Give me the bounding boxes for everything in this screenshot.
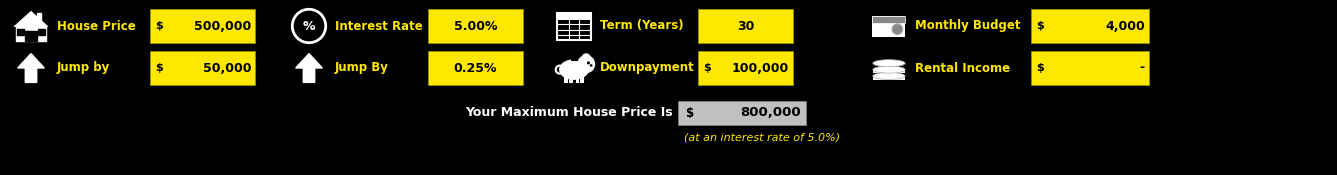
- Text: %: %: [302, 20, 316, 33]
- Text: House Price: House Price: [57, 19, 136, 33]
- Polygon shape: [17, 54, 44, 82]
- Bar: [678, 101, 806, 125]
- Text: $: $: [1036, 63, 1044, 73]
- Ellipse shape: [560, 60, 588, 79]
- Bar: [872, 16, 905, 37]
- Bar: [428, 9, 523, 43]
- Ellipse shape: [873, 72, 905, 79]
- Circle shape: [892, 24, 902, 34]
- Bar: [698, 51, 793, 85]
- Text: Jump by: Jump by: [57, 61, 110, 75]
- Text: 50,000: 50,000: [202, 61, 251, 75]
- Text: Your Maximum House Price Is: Your Maximum House Price Is: [465, 107, 673, 120]
- Bar: [16, 26, 47, 41]
- Text: $: $: [685, 107, 693, 120]
- Text: -: -: [1140, 61, 1144, 75]
- Bar: [698, 9, 793, 43]
- Bar: [564, 77, 568, 83]
- Bar: [25, 31, 36, 41]
- Bar: [575, 77, 579, 83]
- Bar: [872, 16, 905, 23]
- Polygon shape: [13, 11, 48, 27]
- Text: 800,000: 800,000: [741, 107, 801, 120]
- Ellipse shape: [873, 66, 905, 73]
- Ellipse shape: [590, 64, 594, 67]
- Bar: [1031, 9, 1148, 43]
- Text: 0.25%: 0.25%: [453, 61, 497, 75]
- Text: 30: 30: [737, 19, 754, 33]
- Bar: [150, 9, 255, 43]
- Bar: [571, 59, 578, 61]
- Bar: [558, 13, 591, 40]
- Bar: [1031, 51, 1148, 85]
- Text: 100,000: 100,000: [731, 61, 789, 75]
- Text: Jump By: Jump By: [336, 61, 389, 75]
- Text: $: $: [155, 21, 163, 31]
- Text: 500,000: 500,000: [194, 19, 251, 33]
- Text: Downpayment: Downpayment: [600, 61, 695, 75]
- Text: $: $: [155, 63, 163, 73]
- Text: $: $: [703, 63, 711, 73]
- Text: Interest Rate: Interest Rate: [336, 19, 422, 33]
- Text: 4,000: 4,000: [1106, 19, 1144, 33]
- Circle shape: [583, 54, 590, 62]
- Bar: [37, 29, 44, 35]
- Circle shape: [578, 56, 595, 72]
- Bar: [36, 13, 41, 21]
- Circle shape: [587, 61, 590, 64]
- Text: $: $: [1036, 21, 1044, 31]
- Bar: [558, 13, 591, 20]
- Bar: [580, 77, 584, 83]
- Ellipse shape: [873, 60, 905, 67]
- Text: Monthly Budget: Monthly Budget: [915, 19, 1020, 33]
- Text: (at an interest rate of 5.0%): (at an interest rate of 5.0%): [685, 133, 840, 143]
- Bar: [150, 51, 255, 85]
- Text: Term (Years): Term (Years): [600, 19, 683, 33]
- Text: Rental Income: Rental Income: [915, 61, 1011, 75]
- Polygon shape: [295, 54, 322, 82]
- Bar: [873, 70, 905, 74]
- Bar: [17, 29, 24, 35]
- Bar: [873, 76, 905, 80]
- Bar: [570, 77, 574, 83]
- Bar: [428, 51, 523, 85]
- Text: 5.00%: 5.00%: [453, 19, 497, 33]
